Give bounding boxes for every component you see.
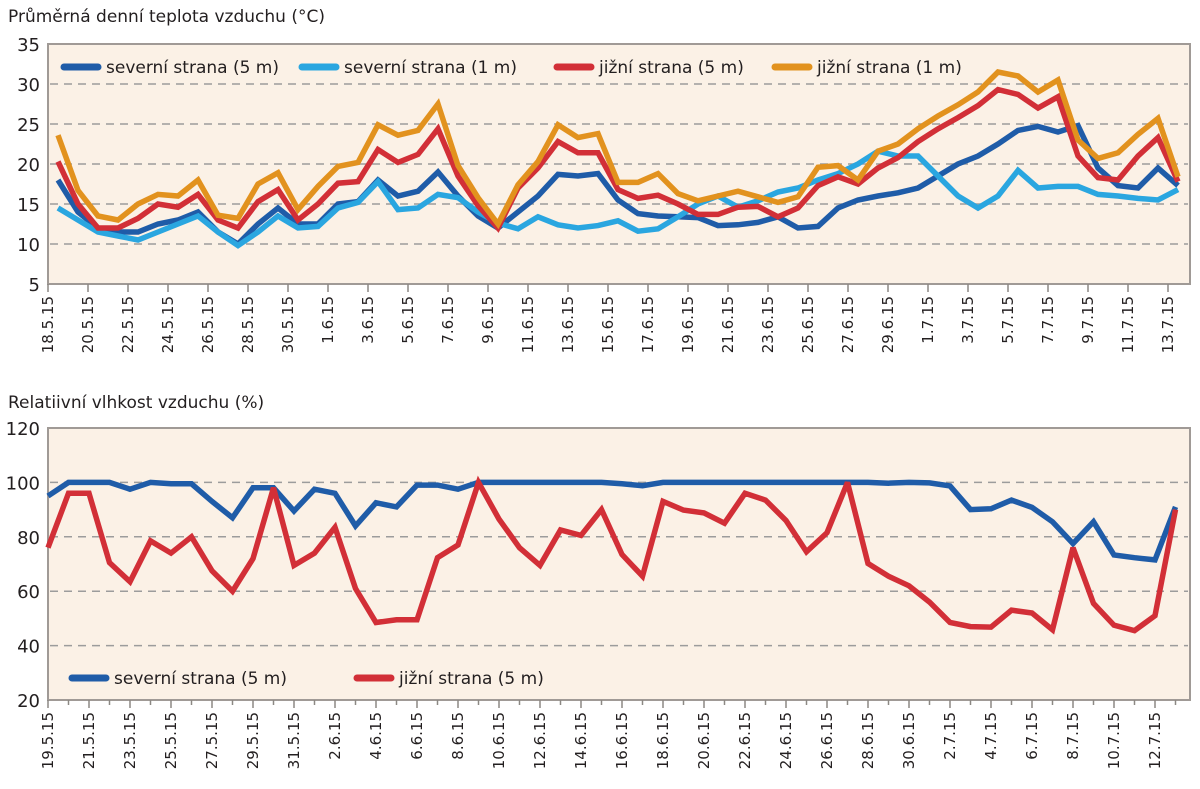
x-tick-label: 8.6.15 bbox=[449, 712, 467, 760]
legend-label: severní strana (5 m) bbox=[106, 58, 279, 78]
x-tick-label: 27.5.15 bbox=[203, 712, 221, 769]
x-tick-label: 23.5.15 bbox=[121, 712, 139, 769]
x-tick-label: 1.6.15 bbox=[319, 296, 337, 344]
series-line-1 bbox=[56, 148, 1180, 249]
x-tick-label: 19.5.15 bbox=[39, 712, 57, 769]
x-tick-label: 5.7.15 bbox=[999, 296, 1017, 344]
x-tick-label: 2.6.15 bbox=[326, 712, 344, 760]
x-tick-label: 26.5.15 bbox=[199, 296, 217, 353]
temperature-chart-title: Průměrná denní teplota vzduchu (°C) bbox=[8, 7, 325, 27]
x-tick-label: 21.6.15 bbox=[719, 296, 737, 353]
x-tick-label: 29.5.15 bbox=[244, 712, 262, 769]
series-line-1 bbox=[45, 475, 1179, 635]
x-tick-label: 15.6.15 bbox=[599, 296, 617, 353]
y-tick-label: 80 bbox=[17, 528, 40, 549]
legend-label: severní strana (5 m) bbox=[114, 669, 287, 689]
humidity-plot-area bbox=[47, 427, 1191, 701]
humidity-chart-title: Relatiivní vlhkost vzduchu (%) bbox=[8, 393, 264, 413]
series-line-3 bbox=[55, 69, 1181, 230]
x-tick-label: 25.6.15 bbox=[799, 296, 817, 353]
y-tick-label: 20 bbox=[17, 691, 40, 712]
x-tick-label: 7.6.15 bbox=[439, 296, 457, 344]
x-tick-label: 20.5.15 bbox=[79, 296, 97, 353]
humidity-legend: severní strana (5 m) jižní strana (5 m) bbox=[68, 669, 544, 689]
x-tick-label: 22.5.15 bbox=[119, 296, 137, 353]
x-tick-label: 9.6.15 bbox=[479, 296, 497, 344]
x-tick-label: 27.6.15 bbox=[839, 296, 857, 353]
y-tick-label: 100 bbox=[6, 473, 40, 494]
x-tick-label: 13.7.15 bbox=[1159, 296, 1177, 353]
x-tick-label: 10.7.15 bbox=[1105, 712, 1123, 769]
x-tick-label: 9.7.15 bbox=[1079, 296, 1097, 344]
humidity-chart: Relatiivní vlhkost vzduchu (%) 20 40 60 80 1… bbox=[6, 393, 1191, 769]
x-tick-label: 24.6.15 bbox=[777, 712, 795, 769]
x-tick-label: 8.7.15 bbox=[1064, 712, 1082, 760]
series-line-0 bbox=[46, 479, 1179, 563]
x-tick-label: 20.6.15 bbox=[695, 712, 713, 769]
x-tick-label: 13.6.15 bbox=[559, 296, 577, 353]
x-tick-label: 25.5.15 bbox=[162, 712, 180, 769]
y-tick-label: 15 bbox=[17, 195, 40, 216]
legend-label: jižní strana (1 m) bbox=[816, 58, 962, 78]
x-tick-label: 12.6.15 bbox=[531, 712, 549, 769]
x-tick-label: 12.7.15 bbox=[1146, 712, 1164, 769]
y-tick-label: 30 bbox=[17, 75, 40, 96]
y-tick-label: 20 bbox=[17, 155, 40, 176]
y-tick-label: 5 bbox=[29, 275, 40, 296]
x-tick-label: 11.6.15 bbox=[519, 296, 537, 353]
x-tick-label: 31.5.15 bbox=[285, 712, 303, 769]
x-tick-label: 3.6.15 bbox=[359, 296, 377, 344]
y-tick-label: 60 bbox=[17, 582, 40, 603]
y-tick-label: 25 bbox=[17, 115, 40, 136]
x-tick-label: 5.6.15 bbox=[399, 296, 417, 344]
y-tick-label: 120 bbox=[6, 419, 40, 440]
x-tick-label: 6.6.15 bbox=[408, 712, 426, 760]
legend-label: jižní strana (5 m) bbox=[398, 669, 544, 689]
x-tick-label: 22.6.15 bbox=[736, 712, 754, 769]
x-tick-label: 28.5.15 bbox=[239, 296, 257, 353]
x-tick-label: 10.6.15 bbox=[490, 712, 508, 769]
y-tick-label: 10 bbox=[17, 235, 40, 256]
x-tick-label: 30.6.15 bbox=[900, 712, 918, 769]
x-tick-label: 30.5.15 bbox=[279, 296, 297, 353]
series-line-0 bbox=[55, 122, 1180, 248]
x-tick-label: 16.6.15 bbox=[613, 712, 631, 769]
x-tick-label: 23.6.15 bbox=[759, 296, 777, 353]
temperature-legend: severní strana (5 m) severní strana (1 m)… bbox=[60, 58, 962, 78]
y-tick-label: 35 bbox=[17, 35, 40, 56]
legend-label: jižní strana (5 m) bbox=[598, 58, 744, 78]
x-tick-label: 7.7.15 bbox=[1039, 296, 1057, 344]
x-tick-label: 28.6.15 bbox=[859, 712, 877, 769]
x-tick-label: 18.5.15 bbox=[39, 296, 57, 353]
x-tick-label: 21.5.15 bbox=[80, 712, 98, 769]
x-tick-label: 24.5.15 bbox=[159, 296, 177, 353]
x-tick-label: 26.6.15 bbox=[818, 712, 836, 769]
temperature-chart: Průměrná denní teplota vzduchu (°C) 5 10 1… bbox=[8, 7, 1191, 353]
x-tick-label: 18.6.15 bbox=[654, 712, 672, 769]
x-tick-label: 4.6.15 bbox=[367, 712, 385, 760]
x-tick-label: 19.6.15 bbox=[679, 296, 697, 353]
x-tick-label: 3.7.15 bbox=[959, 296, 977, 344]
x-tick-label: 6.7.15 bbox=[1023, 712, 1041, 760]
x-tick-label: 4.7.15 bbox=[982, 712, 1000, 760]
y-tick-label: 40 bbox=[17, 637, 40, 658]
series-line-2 bbox=[55, 86, 1181, 233]
x-tick-label: 29.6.15 bbox=[879, 296, 897, 353]
x-tick-label: 2.7.15 bbox=[941, 712, 959, 760]
x-tick-label: 17.6.15 bbox=[639, 296, 657, 353]
x-tick-label: 14.6.15 bbox=[572, 712, 590, 769]
x-tick-label: 1.7.15 bbox=[919, 296, 937, 344]
legend-label: severní strana (1 m) bbox=[344, 58, 517, 78]
x-tick-label: 11.7.15 bbox=[1119, 296, 1137, 353]
